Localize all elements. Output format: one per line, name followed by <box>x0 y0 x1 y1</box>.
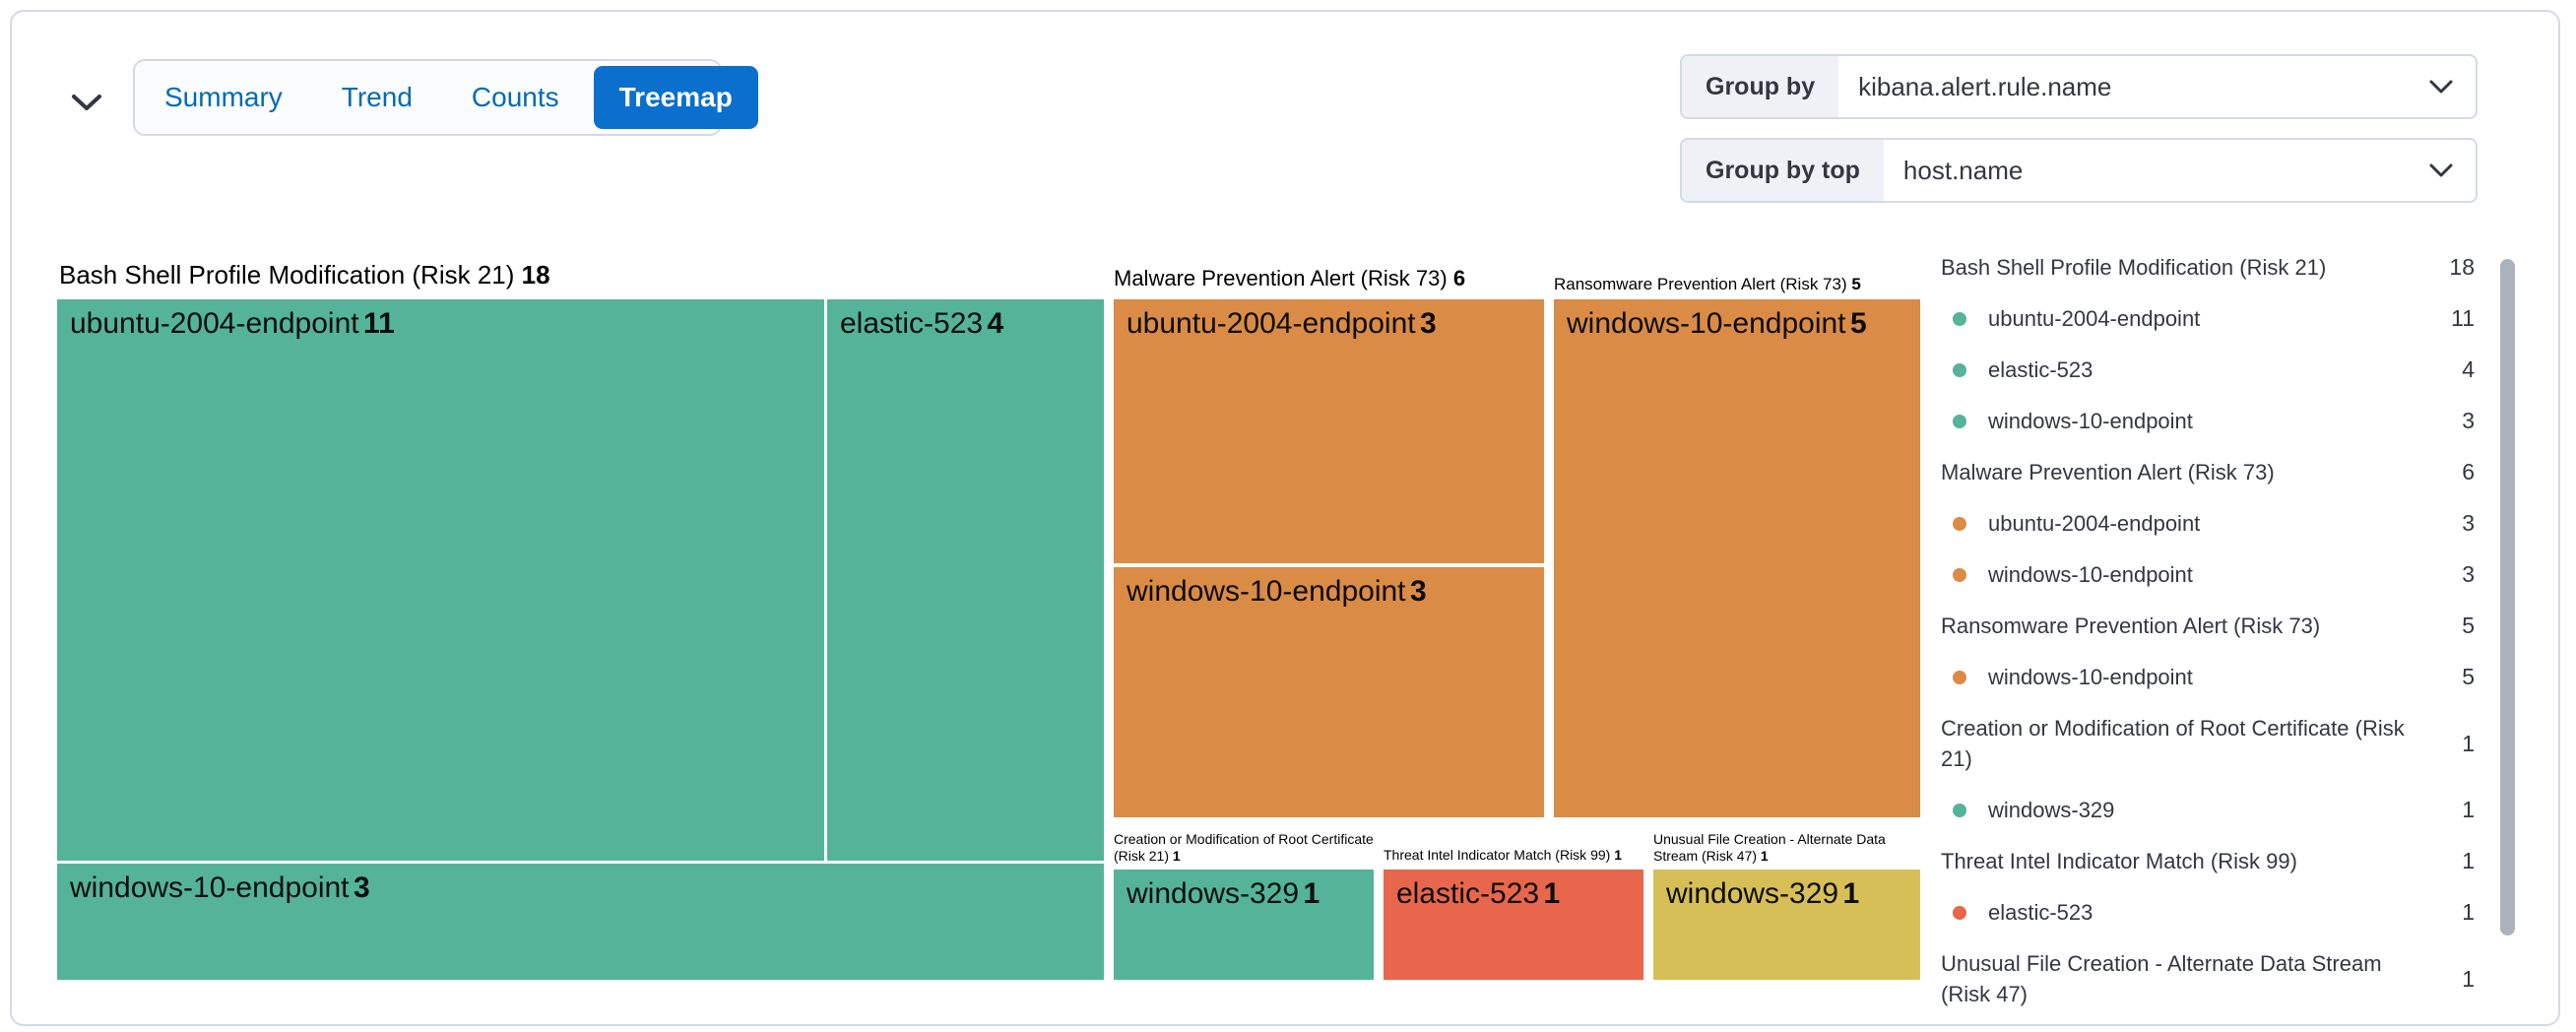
group-by-select[interactable]: Group by kibana.alert.rule.name <box>1680 54 2478 119</box>
legend-value: 3 <box>2462 561 2475 587</box>
legend-dot <box>1953 516 1966 531</box>
chevron-down-icon <box>70 92 103 113</box>
treemap-legend: Bash Shell Profile Modification (Risk 21… <box>1941 252 2475 1030</box>
legend-label: windows-329 <box>1988 798 2115 822</box>
treemap-tile-unusual-file-windows329[interactable]: windows-329 1 <box>1653 870 1920 980</box>
legend-value: 3 <box>2462 408 2475 433</box>
legend-label: Creation or Modification of Root Certifi… <box>1941 716 2405 771</box>
legend-label: windows-10-endpoint <box>1988 665 2193 689</box>
legend-dot <box>1953 362 1966 377</box>
legend-dot <box>1953 414 1966 428</box>
legend-value: 5 <box>2462 664 2475 689</box>
legend-label: elastic-523 <box>1988 900 2093 925</box>
view-mode-tabs: Summary Trend Counts Treemap <box>133 59 758 136</box>
legend-label: elastic-523 <box>1988 357 2093 382</box>
legend-value: 18 <box>2449 254 2475 280</box>
tab-summary[interactable]: Summary <box>164 82 283 112</box>
legend-scrollbar[interactable] <box>2500 259 2515 935</box>
legend-item[interactable]: windows-10-endpoint 3 <box>1941 559 2475 590</box>
chevron-down-icon <box>2407 56 2476 117</box>
legend-value: 1 <box>2462 899 2475 925</box>
legend-value: 6 <box>2462 459 2475 484</box>
treemap-group-header-unusual-file: Unusual File Creation - Alternate Data S… <box>1653 831 1886 864</box>
legend-item[interactable]: Bash Shell Profile Modification (Risk 21… <box>1941 252 2475 283</box>
group-by-label: Group by <box>1682 56 1839 117</box>
legend-item[interactable]: ubuntu-2004-endpoint 11 <box>1941 303 2475 334</box>
legend-item[interactable]: Creation or Modification of Root Certifi… <box>1941 713 2475 774</box>
legend-item[interactable]: windows-329 1 <box>1941 795 2475 825</box>
legend-item[interactable]: windows-10-endpoint 3 <box>1941 406 2475 436</box>
legend-value: 1 <box>2462 797 2475 822</box>
treemap-group-header-bash: Bash Shell Profile Modification (Risk 21… <box>59 260 550 290</box>
legend-item[interactable]: ubuntu-2004-endpoint 3 <box>1941 508 2475 539</box>
legend-value: 1 <box>2462 848 2475 873</box>
treemap-tile-malware-ubuntu[interactable]: ubuntu-2004-endpoint 3 <box>1114 299 1544 563</box>
treemap-tile-bash-ubuntu[interactable]: ubuntu-2004-endpoint 11 <box>57 299 824 861</box>
legend-label: windows-10-endpoint <box>1988 409 2193 433</box>
legend-value: 11 <box>2451 305 2475 331</box>
group-by-value: kibana.alert.rule.name <box>1858 71 2112 101</box>
legend-item[interactable]: elastic-523 1 <box>1941 897 2475 928</box>
legend-label: windows-10-endpoint <box>1988 562 2193 587</box>
legend-label: Malware Prevention Alert (Risk 73) <box>1941 460 2275 484</box>
legend-item[interactable]: Ransomware Prevention Alert (Risk 73) 5 <box>1941 611 2475 641</box>
legend-item[interactable]: Unusual File Creation - Alternate Data S… <box>1941 948 2475 1009</box>
legend-dot <box>1953 567 1966 582</box>
treemap-tile-root-certificate-windows329[interactable]: windows-329 1 <box>1114 870 1374 980</box>
legend-dot <box>1953 803 1966 817</box>
legend-value: 1 <box>2462 965 2475 992</box>
legend-value: 3 <box>2462 510 2475 536</box>
treemap-tile-bash-windows10[interactable]: windows-10-endpoint 3 <box>57 864 1104 980</box>
tab-counts[interactable]: Counts <box>471 82 559 112</box>
collapse-panel-button[interactable] <box>63 79 110 126</box>
legend-value: 4 <box>2462 356 2475 382</box>
treemap-group-header-malware: Malware Prevention Alert (Risk 73) 6 <box>1114 266 1466 290</box>
group-by-top-select[interactable]: Group by top host.name <box>1680 138 2478 203</box>
treemap-tile-malware-windows10[interactable]: windows-10-endpoint 3 <box>1114 567 1544 817</box>
treemap-group-header-threat-intel: Threat Intel Indicator Match (Risk 99) 1 <box>1384 847 1622 863</box>
legend-label: Ransomware Prevention Alert (Risk 73) <box>1941 613 2321 638</box>
legend-dot <box>1953 311 1966 326</box>
legend-item[interactable]: Threat Intel Indicator Match (Risk 99) 1 <box>1941 846 2475 876</box>
legend-dot <box>1953 670 1966 684</box>
chevron-down-icon <box>2407 140 2476 201</box>
legend-item[interactable]: windows-10-endpoint 5 <box>1941 662 2475 692</box>
legend-label: ubuntu-2004-endpoint <box>1988 511 2201 536</box>
tab-treemap[interactable]: Treemap <box>593 66 758 129</box>
legend-label: ubuntu-2004-endpoint <box>1988 306 2201 331</box>
tab-trend[interactable]: Trend <box>341 82 413 112</box>
group-by-top-value: host.name <box>1902 155 2024 185</box>
treemap-tile-bash-elastic[interactable]: elastic-523 4 <box>827 299 1104 861</box>
treemap-tile-ransomware-windows10[interactable]: windows-10-endpoint 5 <box>1554 299 1920 817</box>
group-by-top-label: Group by top <box>1682 140 1884 201</box>
legend-label: Bash Shell Profile Modification (Risk 21… <box>1941 255 2327 280</box>
treemap-group-header-ransomware: Ransomware Prevention Alert (Risk 73) 5 <box>1554 275 1861 293</box>
treemap-group-header-root-certificate: Creation or Modification of Root Certifi… <box>1114 831 1374 864</box>
legend-label: Threat Intel Indicator Match (Risk 99) <box>1941 849 2297 873</box>
legend-item[interactable]: elastic-523 4 <box>1941 355 2475 385</box>
legend-item[interactable]: Malware Prevention Alert (Risk 73) 6 <box>1941 457 2475 487</box>
legend-label: Unusual File Creation - Alternate Data S… <box>1941 951 2382 1006</box>
legend-value: 5 <box>2462 613 2475 638</box>
treemap-tile-threat-intel-elastic[interactable]: elastic-523 1 <box>1384 870 1643 980</box>
legend-dot <box>1953 905 1966 920</box>
legend-value: 1 <box>2462 730 2475 756</box>
